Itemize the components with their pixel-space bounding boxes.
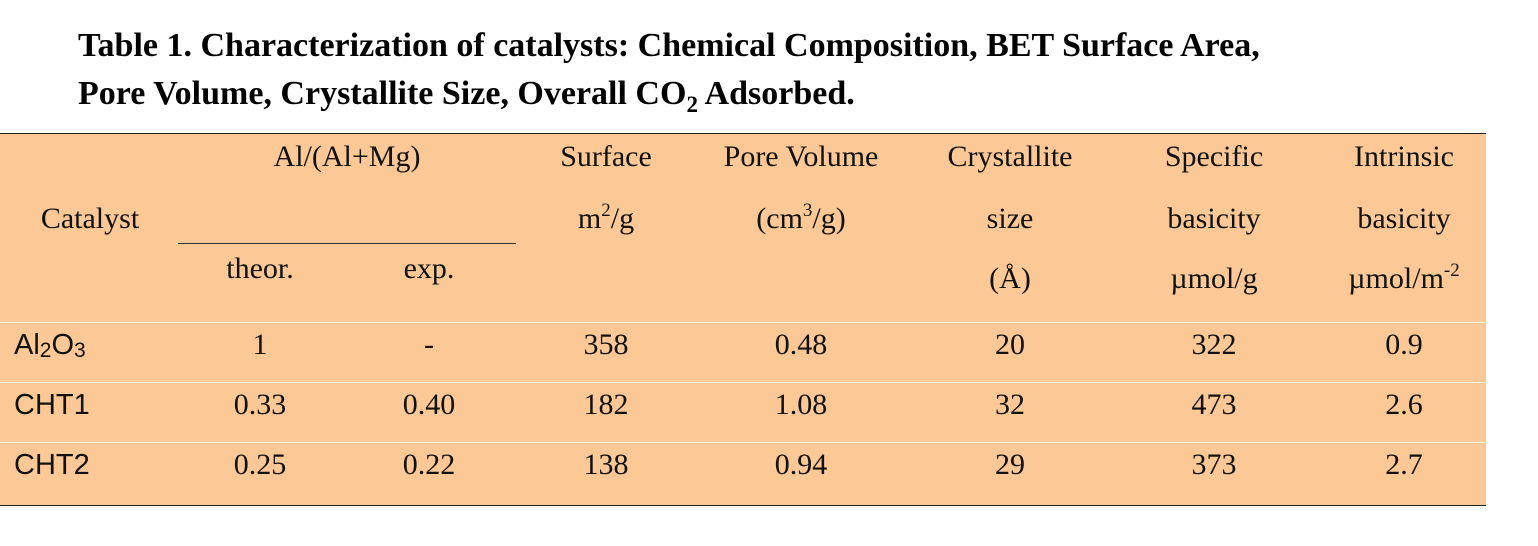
header-catalyst: Catalyst: [40, 202, 140, 235]
header-exp: exp.: [403, 252, 455, 285]
row-1-intrinsic: 0.9: [1385, 328, 1423, 361]
row-1-surface: 358: [583, 328, 629, 361]
caption-co2-subscript: 2: [686, 92, 698, 117]
row-3-catalyst: CHT2: [14, 449, 90, 481]
row-3-theor: 0.25: [233, 448, 287, 481]
row-3-specific: 373: [1191, 448, 1237, 481]
header-specific-1: Specific: [1164, 140, 1264, 173]
group-header-rule: [178, 243, 516, 244]
row-3-intrinsic: 2.7: [1385, 448, 1423, 481]
row-3-surface: 138: [583, 448, 629, 481]
header-ratio-group: Al/(Al+Mg): [273, 140, 421, 173]
header-crystallite-1: Crystallite: [947, 140, 1073, 173]
header-row-separator: [0, 322, 1486, 323]
row-2-specific: 473: [1191, 388, 1237, 421]
header-crystallite-2: size: [986, 202, 1034, 235]
header-intrinsic-2: basicity: [1357, 202, 1451, 235]
header-pore-unit: (cm3/g): [756, 200, 846, 235]
row-1-specific: 322: [1191, 328, 1237, 361]
header-pore-volume: Pore Volume: [723, 140, 879, 173]
header-specific-2: basicity: [1167, 202, 1261, 235]
row-2-surface: 182: [583, 388, 629, 421]
row-2-pore-volume: 1.08: [774, 388, 828, 421]
row-separator: [0, 442, 1486, 443]
header-theor: theor.: [226, 252, 294, 285]
data-table: [0, 133, 1486, 506]
caption-line-1: Table 1. Characterization of catalysts: …: [78, 27, 1260, 64]
row-2-exp: 0.40: [402, 388, 456, 421]
row-3-crystallite: 29: [995, 448, 1025, 481]
header-intrinsic-3: µmol/m-2: [1348, 260, 1460, 295]
header-surface-unit: m2/g: [577, 200, 635, 235]
row-3-pore-volume: 0.94: [774, 448, 828, 481]
row-3-exp: 0.22: [402, 448, 456, 481]
row-1-catalyst: Al2O3: [14, 329, 86, 362]
caption-line-2-end: Adsorbed.: [697, 75, 855, 112]
row-2-crystallite: 32: [995, 388, 1025, 421]
row-1-pore-volume: 0.48: [774, 328, 828, 361]
row-separator: [0, 382, 1486, 383]
row-1-theor: 1: [252, 328, 268, 361]
header-crystallite-3: (Å): [989, 262, 1031, 295]
row-2-intrinsic: 2.6: [1385, 388, 1423, 421]
caption-line-2-text: Pore Volume, Crystallite Size, Overall C…: [78, 75, 687, 112]
header-intrinsic-1: Intrinsic: [1354, 140, 1454, 173]
header-specific-3: µmol/g: [1170, 262, 1258, 295]
row-2-catalyst: CHT1: [14, 389, 90, 421]
header-surface: Surface: [560, 140, 652, 173]
row-2-theor: 0.33: [233, 388, 287, 421]
caption-line-2: Pore Volume, Crystallite Size, Overall C…: [78, 70, 1498, 118]
row-1-crystallite: 20: [995, 328, 1025, 361]
row-1-exp: -: [424, 328, 434, 361]
table-caption: Table 1. Characterization of catalysts: …: [78, 22, 1498, 118]
